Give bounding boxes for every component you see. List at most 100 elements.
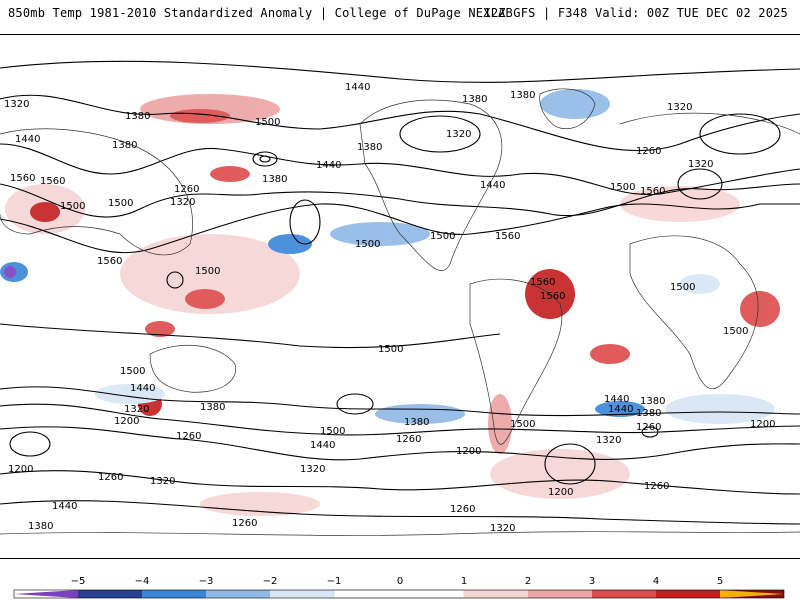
contour-label: 1560	[40, 176, 65, 187]
anomaly-warm-region	[200, 492, 320, 516]
contour-label: 1500	[255, 117, 280, 128]
contour-label: 1500	[320, 426, 345, 437]
contour-label: 1320	[446, 129, 471, 140]
contour-label: 1200	[750, 419, 775, 430]
contour-label: 1260	[450, 504, 475, 515]
contour-label: 1380	[404, 417, 429, 428]
contour-label: 1320	[688, 159, 713, 170]
colorbar-tick: 2	[525, 576, 531, 587]
anomaly-cold-region	[330, 222, 430, 246]
colorbar-segment	[333, 589, 465, 599]
contour-label: 1440	[52, 501, 77, 512]
contour-label: 1320	[124, 404, 149, 415]
contour-closed-low	[259, 155, 271, 163]
colorbar-segment	[720, 590, 784, 598]
height-contours	[0, 60, 800, 525]
contour-label: 1440	[480, 180, 505, 191]
colorbar-tick: 1	[461, 576, 467, 587]
colorbar-tick: −4	[135, 576, 150, 587]
continent-outlines	[0, 88, 800, 536]
anomaly-warm-region	[740, 291, 780, 327]
colorbar-segment	[592, 590, 656, 598]
anomaly-warm-region	[488, 394, 512, 454]
contour-label: 1500	[120, 366, 145, 377]
anomaly-warm-region	[170, 109, 230, 123]
colorbar-tick: −2	[263, 576, 278, 587]
south-america-outline	[469, 278, 563, 445]
contour-label: 1560	[495, 231, 520, 242]
contour-closed-high	[336, 393, 374, 415]
contour-label: 1500	[355, 239, 380, 250]
contour-closed-low	[699, 113, 781, 155]
contour-label: 1380	[125, 111, 150, 122]
contour-label: 1200	[456, 446, 481, 457]
contour-label: 1440	[310, 440, 335, 451]
contour-label: 1440	[316, 160, 341, 171]
contour-label: 1560	[640, 186, 665, 197]
africa-outline	[629, 235, 759, 389]
contour-label: 1440	[15, 134, 40, 145]
contour-label: 1440	[130, 383, 155, 394]
colorbar-tick: −3	[199, 576, 214, 587]
contour-label: 1380	[462, 94, 487, 105]
contour-label: 1380	[640, 396, 665, 407]
anomaly-cold-region	[268, 234, 312, 254]
anomaly-warm-region	[210, 166, 250, 182]
colorbar-segment	[528, 590, 592, 598]
contour-label: 1260	[636, 422, 661, 433]
contour-label: 1260	[644, 481, 669, 492]
anomaly-warm-region	[145, 321, 175, 337]
colorbar-segment	[270, 590, 334, 598]
contour-label: 1260	[176, 431, 201, 442]
contour-line	[0, 323, 501, 349]
contour-label: 1260	[174, 184, 199, 195]
contour-label: 1380	[112, 140, 137, 151]
colorbar-tick: −5	[71, 576, 86, 587]
contour-label: 1380	[636, 408, 661, 419]
contour-closed-low	[252, 151, 278, 167]
contour-line	[0, 94, 800, 152]
antarctica-outline	[0, 531, 800, 536]
contour-label: 1380	[28, 521, 53, 532]
greenland-outline	[539, 88, 596, 130]
contour-label: 1320	[170, 197, 195, 208]
anomaly-cold-region	[4, 266, 16, 278]
colorbar-segment	[78, 590, 142, 598]
contour-line	[0, 203, 800, 254]
colorbar-tick: 4	[653, 576, 659, 587]
anomaly-cold-region	[665, 394, 775, 424]
contour-label: 1320	[4, 99, 29, 110]
anomaly-warm-region	[590, 344, 630, 364]
anomaly-warm-region	[185, 289, 225, 309]
contour-closed-high	[289, 199, 321, 245]
contour-line	[0, 426, 800, 461]
contour-label: 1380	[510, 90, 535, 101]
contour-closed-low	[544, 443, 596, 485]
contour-closed-low	[9, 431, 51, 457]
colorbar-tick: 0	[397, 576, 403, 587]
contour-label: 1260	[636, 146, 661, 157]
contour-label: 1500	[378, 344, 403, 355]
anomaly-cold-region	[680, 274, 720, 294]
anomaly-fill-layer	[0, 89, 780, 516]
contour-label: 1440	[345, 82, 370, 93]
contour-label: 1200	[8, 464, 33, 475]
anomaly-cold-region	[595, 401, 645, 417]
contour-line	[0, 183, 800, 218]
contour-line	[0, 386, 800, 417]
contour-label: 1320	[150, 476, 175, 487]
contour-label: 1200	[548, 487, 573, 498]
contour-label: 1320	[300, 464, 325, 475]
contour-label: 1500	[670, 282, 695, 293]
contour-label: 1260	[396, 434, 421, 445]
contour-label: 1380	[262, 174, 287, 185]
contour-closed-high	[166, 271, 184, 289]
contour-label: 1380	[357, 142, 382, 153]
contour-label: 1440	[608, 404, 633, 415]
contour-line	[0, 143, 800, 196]
contour-label: 1560	[10, 173, 35, 184]
contour-closed-high	[677, 168, 723, 200]
contour-label: 1200	[114, 416, 139, 427]
colorbar-segment	[656, 590, 720, 598]
contour-label: 1560	[97, 256, 122, 267]
